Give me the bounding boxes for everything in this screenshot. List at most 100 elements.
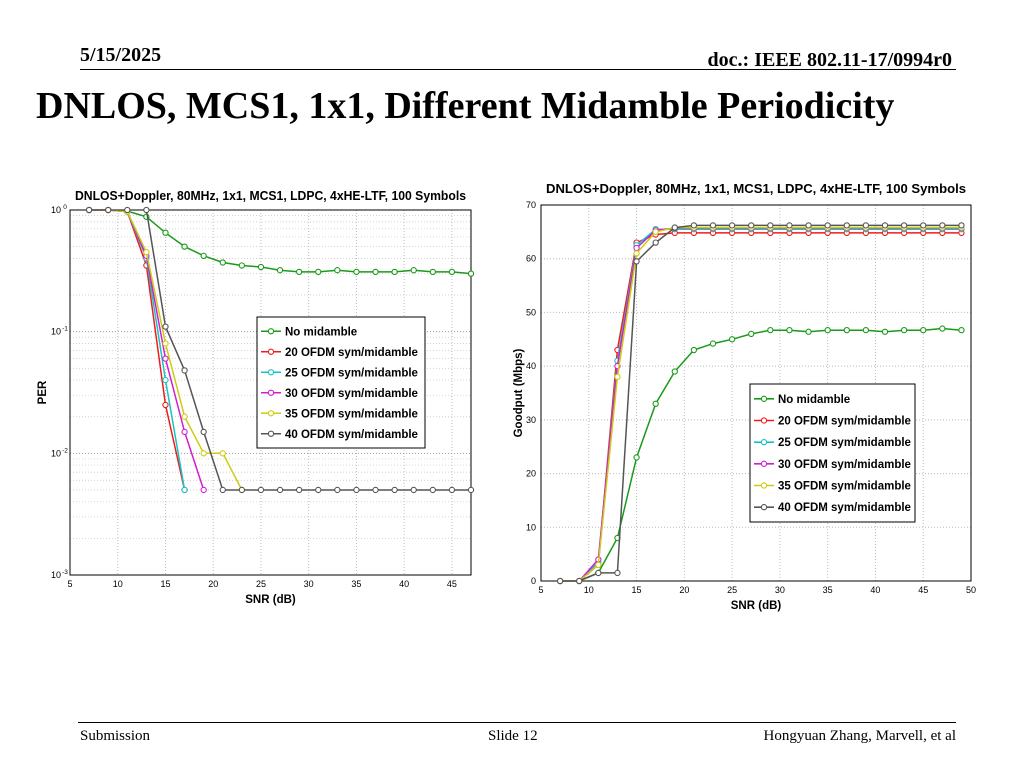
data-point	[162, 401, 169, 409]
footer-slide-number: Slide 12	[488, 728, 538, 744]
data-point	[748, 222, 755, 229]
x-tick-label: 50	[966, 585, 976, 595]
data-point	[219, 450, 226, 457]
footer-submission: Submission	[80, 728, 151, 744]
data-point	[805, 328, 812, 335]
data-point	[391, 486, 398, 494]
data-point	[219, 486, 226, 494]
plot-frame	[69, 209, 472, 576]
data-point	[181, 486, 188, 494]
legend-swatch-marker	[267, 430, 275, 437]
data-point	[920, 222, 927, 229]
y-tick-label: 60	[526, 254, 536, 264]
data-point	[595, 569, 602, 577]
data-point	[576, 577, 583, 585]
data-point	[124, 206, 131, 214]
data-point	[939, 222, 946, 229]
legend-swatch-marker	[760, 460, 768, 467]
data-point	[238, 486, 246, 494]
data-point	[881, 222, 889, 229]
data-point	[614, 373, 621, 381]
data-point	[391, 268, 398, 276]
data-point	[728, 336, 736, 343]
data-point	[315, 486, 322, 494]
data-point	[748, 330, 755, 338]
x-tick-label: 35	[351, 579, 361, 589]
data-point	[614, 569, 621, 577]
data-point	[939, 325, 946, 332]
data-point	[709, 340, 717, 347]
data-point	[467, 486, 475, 494]
data-point	[786, 327, 793, 334]
y-tick-exponent: -1	[62, 326, 68, 333]
data-point	[958, 222, 965, 229]
x-tick-label: 25	[727, 585, 737, 595]
slide-date: 5/15/2025	[80, 44, 162, 66]
legend-swatch-marker	[267, 389, 275, 396]
series-line	[560, 327, 962, 582]
legend-label: 20 OFDM sym/midamble	[778, 416, 911, 428]
x-tick-label: 5	[67, 579, 72, 589]
data-point	[238, 262, 246, 269]
slide-title: DNLOS, MCS1, 1x1, Different Midamble Per…	[36, 85, 895, 127]
y-tick-exponent: 0	[63, 204, 67, 211]
data-point	[257, 263, 265, 271]
data-point	[181, 428, 188, 436]
data-point	[85, 206, 93, 214]
data-point	[143, 249, 150, 256]
data-point	[372, 268, 379, 276]
legend-label: 25 OFDM sym/midamble	[285, 367, 418, 379]
chart-title: DNLOS+Doppler, 80MHz, 1x1, MCS1, LDPC, 4…	[75, 189, 466, 203]
y-tick-label: 10	[51, 205, 61, 215]
data-point	[410, 267, 417, 274]
x-tick-label: 10	[113, 579, 123, 589]
x-tick-label: 35	[823, 585, 833, 595]
y-tick-label: 50	[526, 307, 536, 317]
data-point	[334, 486, 341, 494]
data-point	[334, 267, 341, 274]
legend-label: 40 OFDM sym/midamble	[778, 502, 911, 514]
data-point	[824, 222, 831, 229]
legend-item: No midamble	[754, 394, 850, 406]
legend-swatch-marker	[267, 328, 275, 335]
data-point	[690, 222, 698, 229]
x-tick-label: 5	[538, 585, 543, 595]
data-point	[824, 327, 831, 334]
series-line	[560, 226, 962, 582]
data-point	[372, 486, 379, 494]
data-point	[652, 239, 659, 246]
y-tick-label: 10	[51, 448, 61, 458]
x-tick-label: 45	[918, 585, 928, 595]
data-point	[671, 368, 678, 375]
y-tick-label: 70	[526, 200, 536, 210]
legend-label: No midamble	[778, 394, 850, 406]
data-point	[805, 222, 812, 229]
legend-label: 25 OFDM sym/midamble	[778, 437, 911, 449]
data-point	[295, 268, 303, 276]
y-tick-label: 10	[526, 522, 536, 532]
legend-item: 20 OFDM sym/midamble	[261, 347, 418, 359]
x-tick-label: 40	[870, 585, 880, 595]
y-tick-label: 20	[526, 469, 536, 479]
series-6	[85, 206, 475, 494]
legend-swatch-marker	[760, 395, 768, 402]
plot-frame	[540, 204, 972, 582]
legend-label: No midamble	[285, 326, 357, 338]
footer-author: Hongyuan Zhang, Marvell, et al	[763, 728, 956, 744]
data-point	[786, 222, 793, 229]
legend-item: 40 OFDM sym/midamble	[261, 429, 418, 441]
y-tick-exponent: -3	[62, 569, 68, 576]
data-point	[200, 428, 207, 436]
per-chart: DNLOS+Doppler, 80MHz, 1x1, MCS1, LDPC, 4…	[37, 189, 475, 606]
data-point	[315, 268, 322, 276]
data-point	[900, 327, 908, 334]
data-point	[181, 243, 188, 250]
legend-item: 30 OFDM sym/midamble	[261, 388, 418, 400]
data-point	[295, 486, 303, 494]
legend-label: 20 OFDM sym/midamble	[285, 347, 418, 359]
data-point	[767, 222, 774, 229]
y-tick-label: 40	[526, 361, 536, 371]
legend-label: 30 OFDM sym/midamble	[778, 459, 911, 471]
y-tick-exponent: -2	[62, 447, 68, 454]
data-point	[257, 486, 265, 494]
